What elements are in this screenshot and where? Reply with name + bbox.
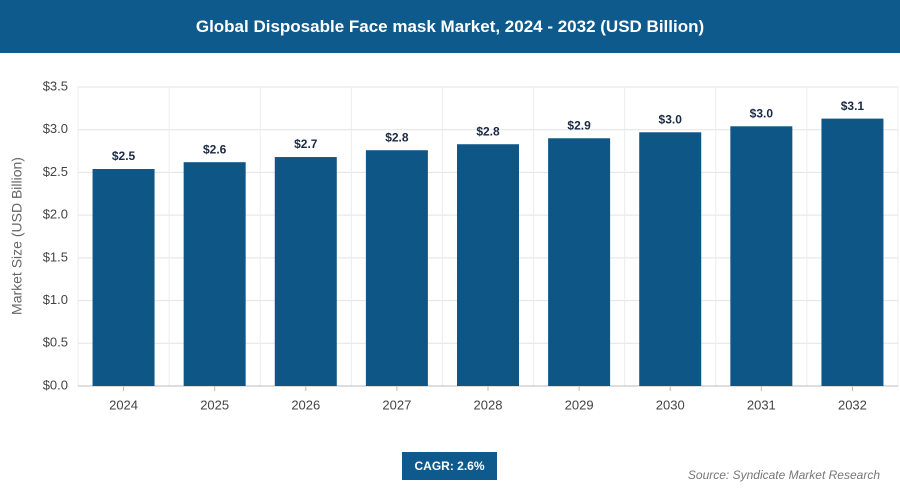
y-tick-label: $2.0 (43, 207, 68, 222)
y-tick-label: $3.0 (43, 121, 68, 136)
x-tick-label: 2025 (200, 397, 229, 412)
value-label: $2.9 (567, 118, 591, 132)
bar (183, 162, 246, 386)
y-axis-label: Market Size (USD Billion) (9, 157, 25, 315)
value-label: $3.1 (841, 99, 865, 113)
cagr-badge: CAGR: 2.6% (402, 452, 497, 480)
value-label: $3.0 (750, 106, 774, 120)
x-tick-label: 2032 (838, 397, 867, 412)
value-label: $2.8 (385, 130, 409, 144)
bar (730, 126, 793, 386)
y-tick-label: $3.5 (43, 78, 68, 93)
x-tick-label: 2031 (747, 397, 776, 412)
x-tick-label: 2030 (656, 397, 685, 412)
x-tick-label: 2026 (291, 397, 320, 412)
source-note: Source: Syndicate Market Research (687, 468, 880, 482)
value-label: $2.8 (476, 124, 500, 138)
value-label: $2.6 (203, 142, 227, 156)
value-label: $2.5 (112, 149, 136, 163)
bar (639, 132, 702, 386)
bar (821, 118, 884, 386)
x-tick-label: 2027 (382, 397, 411, 412)
y-tick-label: $1.0 (43, 292, 68, 307)
x-tick-label: 2024 (109, 397, 138, 412)
bar (548, 138, 611, 386)
bar (274, 157, 337, 386)
bar (92, 169, 155, 386)
value-label: $3.0 (659, 112, 683, 126)
y-tick-label: $1.5 (43, 249, 68, 264)
bar (365, 150, 428, 386)
y-tick-label: $0.5 (43, 335, 68, 350)
chart-title: Global Disposable Face mask Market, 2024… (0, 0, 900, 53)
x-tick-label: 2028 (474, 397, 503, 412)
value-label: $2.7 (294, 137, 318, 151)
y-tick-label: $0.0 (43, 377, 68, 392)
bar (457, 144, 519, 386)
x-tick-label: 2029 (565, 397, 594, 412)
y-tick-label: $2.5 (43, 164, 68, 179)
